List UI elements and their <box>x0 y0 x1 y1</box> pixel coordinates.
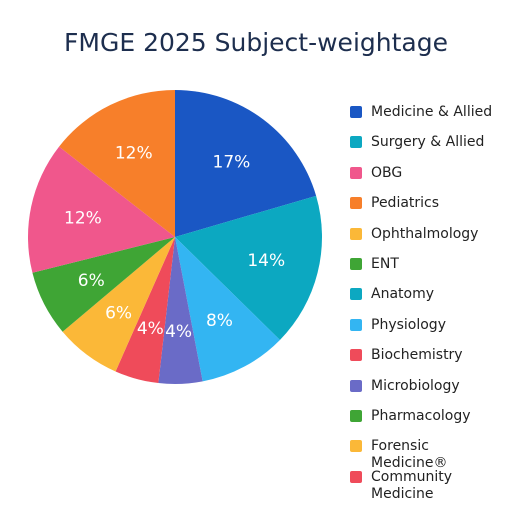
pie-slice <box>28 146 175 273</box>
legend-item: Pediatrics <box>350 195 510 225</box>
legend-swatch <box>350 440 362 453</box>
legend-label: Anatomy <box>371 286 435 303</box>
legend-label: Microbiology <box>371 377 460 394</box>
pie-slice <box>175 195 322 340</box>
legend-swatch <box>350 288 362 301</box>
slice-value-label: 4% <box>165 322 192 342</box>
legend-item: OBG <box>350 165 510 195</box>
legend-label: Medicine & Allied <box>371 104 493 120</box>
legend-label: Surgery & Allied <box>371 134 485 151</box>
legend-item: Anatomy <box>350 286 510 316</box>
slice-value-label: 17% <box>213 153 251 173</box>
pie-slice <box>175 237 280 382</box>
legend-label: Forensic Medicine® <box>371 438 448 472</box>
chart-title: FMGE 2025 Subject-weightage <box>64 28 448 57</box>
legend-label: Community Medicine <box>371 468 453 502</box>
legend-swatch <box>350 379 362 392</box>
legend-swatch <box>350 257 362 270</box>
legend-swatch <box>350 227 362 240</box>
legend-swatch <box>350 136 362 149</box>
legend-item: Biochemistry <box>350 347 510 377</box>
legend-item: Surgery & Allied <box>350 134 510 164</box>
legend-label: Physiology <box>371 316 446 333</box>
pie-slice <box>59 90 176 237</box>
slice-value-label: 12% <box>64 209 102 229</box>
legend-swatch <box>350 166 362 179</box>
legend: Medicine & Allied Surgery & Allied OBG Pedi… <box>350 104 510 502</box>
legend-label: Ophthalmology <box>371 225 479 242</box>
legend-item: Physiology <box>350 317 510 347</box>
slice-value-label: 6% <box>78 271 105 291</box>
pie-slice <box>158 237 203 384</box>
legend-item: Ophthalmology <box>350 226 510 256</box>
legend-swatch <box>350 349 362 362</box>
slice-value-label: 12% <box>115 143 153 163</box>
pie-slice <box>62 237 175 372</box>
legend-label: OBG <box>371 164 403 181</box>
legend-swatch <box>350 470 362 483</box>
legend-swatch <box>350 318 362 331</box>
legend-item: Community Medicine <box>350 469 510 502</box>
legend-swatch <box>350 197 362 210</box>
legend-item: Pharmacology <box>350 408 510 438</box>
pie-slice <box>175 90 317 237</box>
pie-chart: 17%14%8%4%4%6%6%12%12% <box>28 90 322 384</box>
pie-slice <box>32 237 175 332</box>
legend-item: Forensic Medicine® <box>350 438 510 471</box>
legend-item: ENT <box>350 256 510 286</box>
legend-swatch <box>350 106 362 118</box>
legend-label: Biochemistry <box>371 347 463 364</box>
slice-value-label: 8% <box>206 311 233 331</box>
slice-value-label: 6% <box>105 303 132 323</box>
slice-value-label: 4% <box>137 319 164 339</box>
slice-value-label: 14% <box>247 251 285 271</box>
legend-label: ENT <box>371 255 399 272</box>
legend-item: Medicine & Allied <box>350 104 510 134</box>
legend-item: Microbiology <box>350 378 510 408</box>
legend-label: Pharmacology <box>371 407 471 424</box>
legend-swatch <box>350 409 362 422</box>
legend-label: Pediatrics <box>371 195 440 212</box>
pie-slice <box>115 237 175 384</box>
